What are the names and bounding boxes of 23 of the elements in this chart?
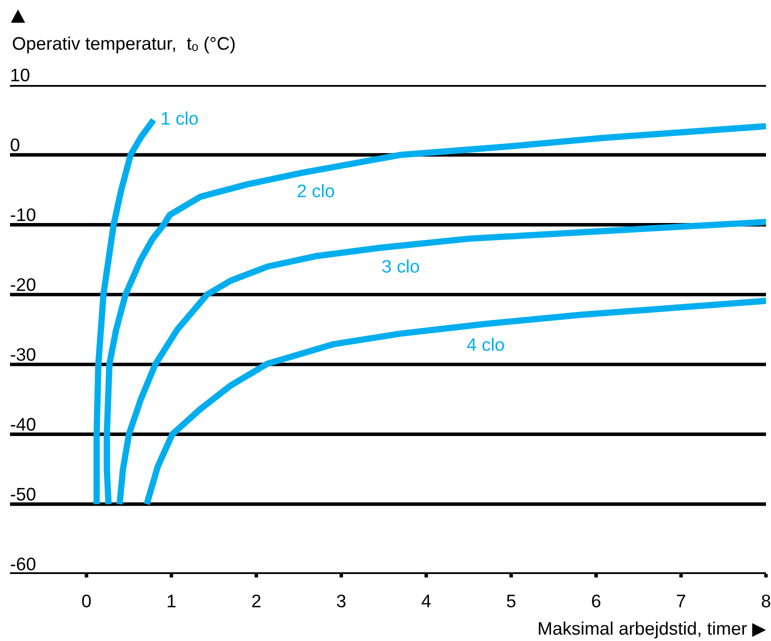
y-tick-label: -40 xyxy=(10,418,36,431)
y-tick-label: -10 xyxy=(10,208,36,222)
x-axis-title: Maksimal arbejdstid, timer ▶ xyxy=(538,622,766,638)
series-label: 3 clo xyxy=(382,259,420,273)
x-tick-label: 0 xyxy=(82,594,91,608)
x-tick-label: 3 xyxy=(336,594,346,608)
y-axis-title: Operativ temperatur, tₒ (°C) xyxy=(12,36,235,54)
y-tick-label: 0 xyxy=(10,138,20,152)
y-tick-label: -20 xyxy=(10,278,36,292)
x-tick-label: 7 xyxy=(676,594,686,608)
x-tick-label: 4 xyxy=(422,594,431,608)
x-tick-label: 8 xyxy=(762,594,770,608)
series-label: 2 clo xyxy=(298,184,334,198)
x-tick-label: 6 xyxy=(592,594,600,608)
series-label: 1 clo xyxy=(162,112,198,125)
y-tick-label: -30 xyxy=(10,348,36,361)
y-tick-label: 10 xyxy=(11,68,30,82)
x-tick-label: 2 xyxy=(252,594,260,608)
x-tick-label: 1 xyxy=(168,594,176,608)
series-label: 4 clo xyxy=(467,338,504,351)
y-tick-label: -50 xyxy=(10,488,36,501)
y-tick-label: -60 xyxy=(10,558,36,570)
x-tick-label: 5 xyxy=(506,594,516,608)
